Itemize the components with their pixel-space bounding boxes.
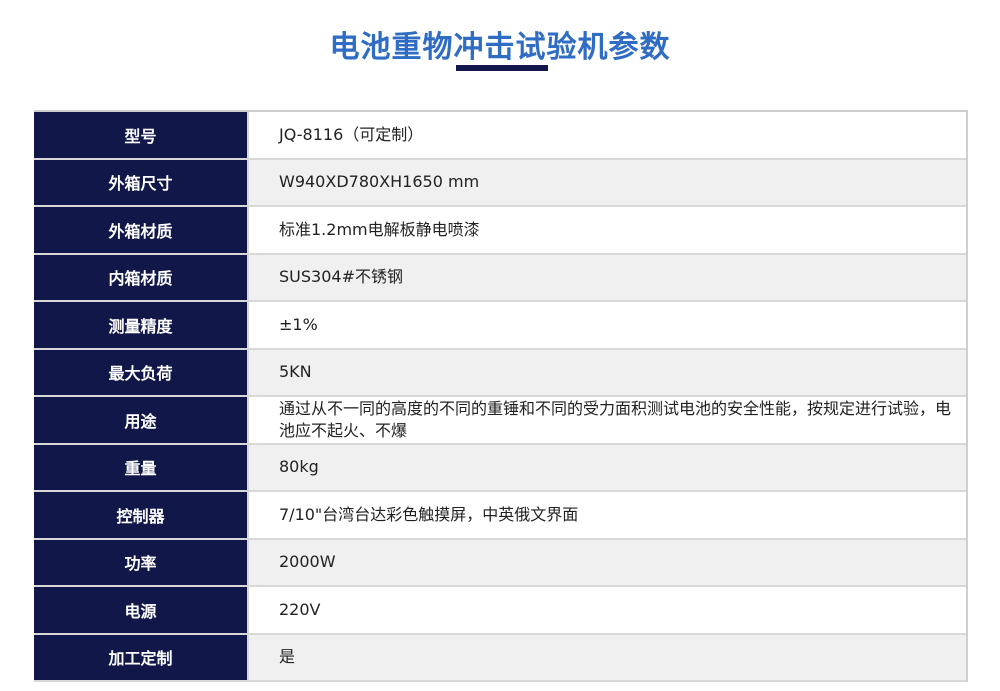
row-value: 5KN xyxy=(249,349,966,395)
row-label: 功率 xyxy=(34,539,249,585)
table-row: 功率 2000W xyxy=(34,539,966,587)
row-value: 2000W xyxy=(249,539,966,585)
table-row: 重量 80kg xyxy=(34,444,966,492)
row-value: 80kg xyxy=(249,444,966,490)
row-label: 型号 xyxy=(34,112,249,158)
table-row: 内箱材质 SUS304#不锈钢 xyxy=(34,254,966,302)
row-value: W940XD780XH1650 mm xyxy=(249,159,966,205)
table-row: 外箱材质 标准1.2mm电解板静电喷漆 xyxy=(34,207,966,255)
row-label: 外箱尺寸 xyxy=(34,159,249,205)
row-label: 重量 xyxy=(34,444,249,490)
row-label: 测量精度 xyxy=(34,302,249,348)
row-label: 用途 xyxy=(34,397,249,443)
table-row: 控制器 7/10"台湾台达彩色触摸屏，中英俄文界面 xyxy=(34,492,966,540)
spec-table: 型号 JQ-8116（可定制） 外箱尺寸 W940XD780XH1650 mm 外箱材质… xyxy=(34,110,968,682)
table-row: 最大负荷 5KN xyxy=(34,349,966,397)
row-label: 电源 xyxy=(34,587,249,633)
row-value: ±1% xyxy=(279,314,318,334)
row-value: SUS304#不锈钢 xyxy=(249,254,966,300)
row-label: 最大负荷 xyxy=(34,349,249,395)
table-row: 用途 通过从不一同的高度的不同的重锤和不同的受力面积测试电池的安全性能，按规定进行… xyxy=(34,397,966,445)
row-label: 内箱材质 xyxy=(34,254,249,300)
row-value: 220V xyxy=(279,599,321,619)
table-row: 型号 JQ-8116（可定制） xyxy=(34,112,966,160)
row-value: 标准1.2mm电解板静电喷漆 xyxy=(279,219,480,239)
table-row: 电源 220V xyxy=(34,587,966,635)
row-label: 加工定制 xyxy=(34,634,249,680)
title-underline xyxy=(456,65,548,71)
row-label: 外箱材质 xyxy=(34,207,249,253)
table-row: 加工定制是 xyxy=(34,634,966,682)
table-row: 外箱尺寸 W940XD780XH1650 mm xyxy=(34,159,966,207)
page-title: 电池重物冲击试验机参数 xyxy=(329,30,671,65)
row-value: 通过从不一同的高度的不同的重锤和不同的受力面积测试电池的安全性能，按规定进行试验… xyxy=(279,398,952,440)
row-value: 7/10"台湾台达彩色触摸屏，中英俄文界面 xyxy=(279,504,579,524)
row-label: 控制器 xyxy=(34,492,249,538)
row-value: JQ-8116（可定制） xyxy=(279,124,424,144)
row-value: 是 xyxy=(249,634,966,680)
table-row: 测量精度 ±1% xyxy=(34,302,966,350)
